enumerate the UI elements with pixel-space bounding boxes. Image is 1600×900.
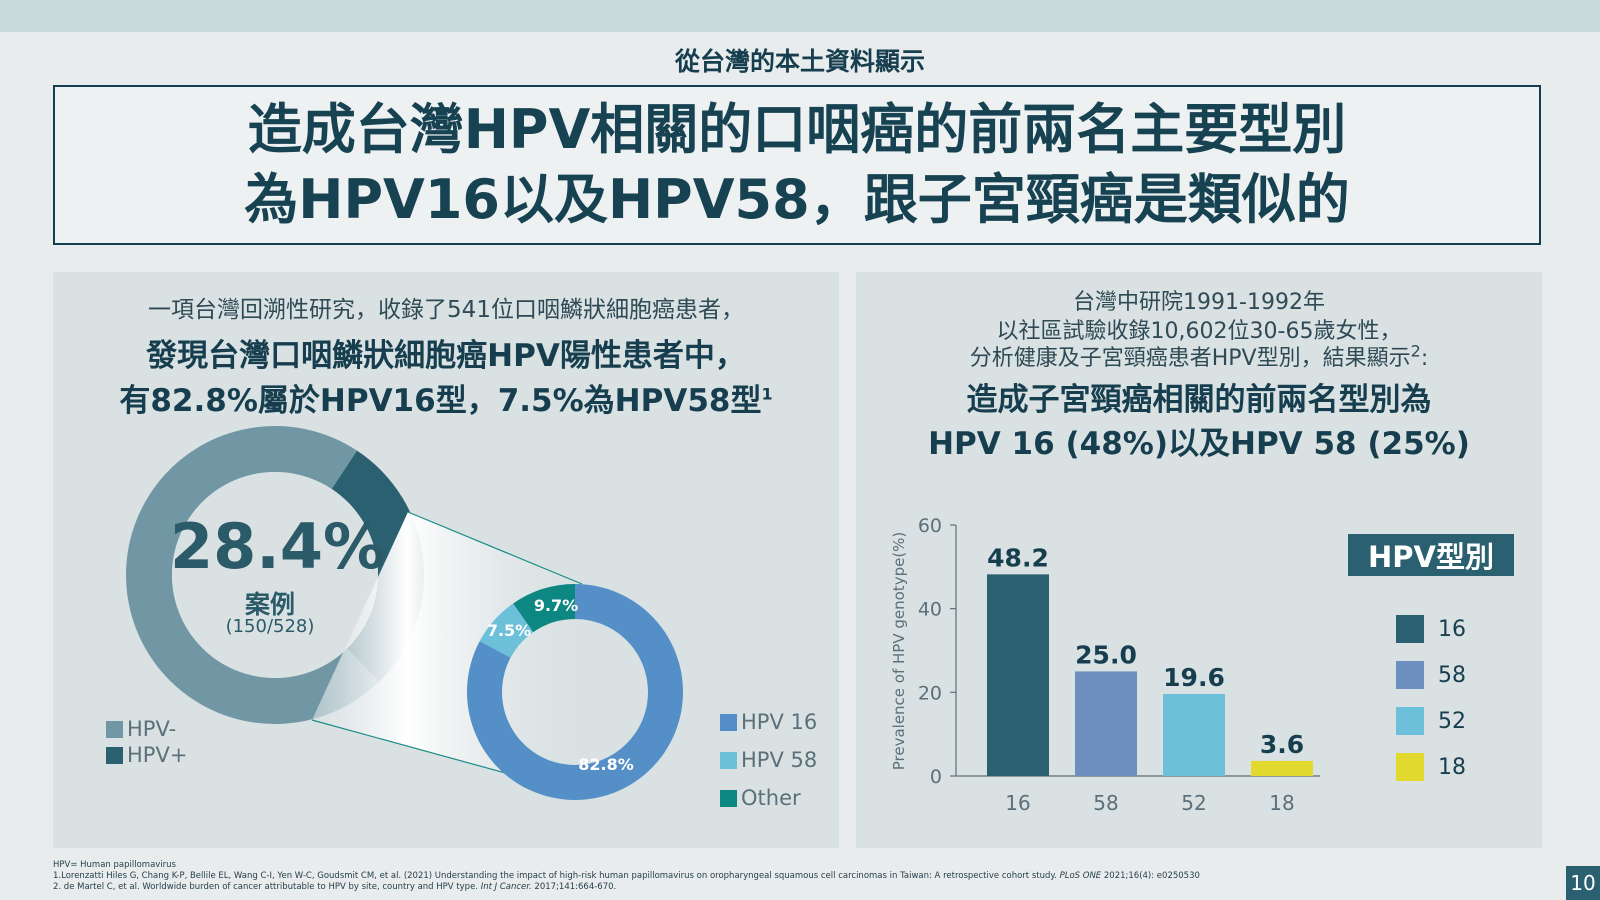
bar-legend-label: 52 xyxy=(1438,708,1466,734)
left-intro-text: 一項台灣回溯性研究，收錄了541位口咽鱗狀細胞癌患者， xyxy=(148,297,744,323)
bar-legend-label: 18 xyxy=(1438,754,1466,780)
legend-swatch-other xyxy=(720,789,737,807)
left-finding-text: 有82.8%屬於HPV16型，7.5%為HPV58型 xyxy=(119,383,762,419)
legend-item-hpv58: HPV 58 xyxy=(720,741,817,779)
legend-swatch-hpv16 xyxy=(720,713,737,731)
footnote-reference-1: 1.Lorenzatti Hiles G, Chang K-P, Bellile… xyxy=(53,871,1200,882)
hpv-prevalence-bar-chart: 0 20 40 60 Prevalence of HPV genotype(%) 48.2… xyxy=(890,515,1320,815)
page-number: 10 xyxy=(1566,866,1600,900)
hpv-status-legend: HPV- HPV+ xyxy=(106,716,187,768)
right-intro-line-2: 以社區試驗收錄10,602位30-65歲女性， xyxy=(996,319,1402,344)
hpv-type-legend-title: HPV型別 xyxy=(1348,534,1514,576)
right-intro-line-1: 台灣中研院1991-1992年 xyxy=(1073,290,1325,315)
legend-swatch-hpv-positive xyxy=(106,746,123,764)
y-tick-label: 40 xyxy=(918,599,942,621)
bar-data-label: 19.6 xyxy=(1163,663,1225,692)
y-tick-label: 0 xyxy=(930,766,942,788)
case-label: 案例 xyxy=(244,590,295,619)
legend-label-hpv16: HPV 16 xyxy=(741,710,818,734)
legend-item-hpv-positive: HPV+ xyxy=(106,742,187,768)
page-subtitle: 從台灣的本土資料顯示 xyxy=(674,47,925,76)
bar-legend-swatch xyxy=(1396,753,1424,781)
donut-slice-hpv-58 xyxy=(479,603,534,658)
case-count: (150/528) xyxy=(225,616,315,637)
bar-legend-swatch xyxy=(1396,707,1424,735)
title-box: 造成台灣HPV相關的口咽癌的前兩名主要型別 為HPV16以及HPV58，跟子宮頸… xyxy=(53,85,1541,245)
page-title-line-1: 造成台灣HPV相關的口咽癌的前兩名主要型別 xyxy=(247,98,1347,161)
right-intro-line-3: 分析健康及子宮頸癌患者HPV型別，結果顯示2: xyxy=(856,340,1542,372)
y-tick-label: 60 xyxy=(918,515,942,537)
legend-label-hpv58: HPV 58 xyxy=(741,748,818,772)
hpv-type-legend: HPV 16 HPV 58 Other xyxy=(720,703,817,817)
bar-data-label: 48.2 xyxy=(987,543,1049,572)
legend-swatch-hpv58 xyxy=(720,751,737,769)
left-finding-line-1: 發現台灣口咽鱗狀細胞癌HPV陽性患者中， xyxy=(146,338,746,374)
donut-data-label-other: 9.7% xyxy=(534,596,578,615)
bar-legend-item: 58 xyxy=(1396,652,1466,698)
bar-data-label: 3.6 xyxy=(1260,730,1304,759)
y-axis-label: Prevalence of HPV genotype(%) xyxy=(890,532,908,771)
donut-data-label-hpv-16: 82.8% xyxy=(578,755,634,774)
x-tick-label: 58 xyxy=(1093,791,1118,815)
legend-item-other: Other xyxy=(720,779,817,817)
bar-hpv18 xyxy=(1251,760,1313,776)
bar-hpv52 xyxy=(1163,694,1225,776)
donut-center xyxy=(172,472,378,678)
bar-legend-item: 16 xyxy=(1396,606,1466,652)
hpv-positive-percent: 28.4% xyxy=(170,510,386,583)
bar-chart-legend: 16 58 52 18 xyxy=(1396,606,1466,790)
bar-hpv58 xyxy=(1075,671,1137,776)
bar-legend-swatch xyxy=(1396,661,1424,689)
legend-item-hpv-negative: HPV- xyxy=(106,716,187,742)
footnotes: HPV= Human papillomavirus 1.Lorenzatti H… xyxy=(53,860,1200,893)
x-tick-label: 16 xyxy=(1005,791,1030,815)
donut-data-label-hpv-58: 7.5% xyxy=(487,621,531,640)
footnote-2-text: 2. de Martel C, et al. Worldwide burden … xyxy=(53,882,481,892)
donut-slice-hpv xyxy=(126,425,380,725)
left-finding-line-2: 有82.8%屬於HPV16型，7.5%為HPV58型1 xyxy=(53,375,839,420)
bar-legend-label: 16 xyxy=(1438,616,1466,642)
connector-line-top xyxy=(407,511,583,585)
page-title-line-2: 為HPV16以及HPV58，跟子宮頸癌是類似的 xyxy=(244,168,1350,231)
footnote-2-citation: 2017;141:664-670. xyxy=(531,882,617,892)
donut-slice-other xyxy=(513,584,575,633)
right-finding-line-2: HPV 16 (48%)以及HPV 58 (25%) xyxy=(928,426,1470,462)
footnote-2-journal: Int J Cancer. xyxy=(480,882,532,892)
right-finding-line-1: 造成子宮頸癌相關的前兩名型別為 xyxy=(966,382,1432,418)
right-intro-colon: : xyxy=(1420,346,1429,371)
zoom-connector xyxy=(312,512,582,794)
donut-slice-hpv-16 xyxy=(467,584,684,800)
bar-legend-swatch xyxy=(1396,615,1424,643)
footnote-reference-2: 2. de Martel C, et al. Worldwide burden … xyxy=(53,882,1200,893)
bar-legend-label: 58 xyxy=(1438,662,1466,688)
footnote-abbreviation: HPV= Human papillomavirus xyxy=(53,860,176,870)
legend-label-hpv-positive: HPV+ xyxy=(127,743,188,767)
footnote-1-text: 1.Lorenzatti Hiles G, Chang K-P, Bellile… xyxy=(53,871,1060,881)
legend-item-hpv16: HPV 16 xyxy=(720,703,817,741)
reference-mark-1: 1 xyxy=(761,384,773,404)
legend-label-hpv-negative: HPV- xyxy=(127,717,177,741)
y-tick-label: 20 xyxy=(918,682,942,704)
footnote-1-citation: 2021;16(4): e0250530 xyxy=(1101,871,1200,881)
reference-mark-2: 2 xyxy=(1410,341,1421,361)
bar-legend-item: 18 xyxy=(1396,744,1466,790)
footnote-1-journal: PLoS ONE xyxy=(1059,871,1102,881)
legend-swatch-hpv-negative xyxy=(106,720,123,738)
x-tick-label: 18 xyxy=(1269,791,1294,815)
legend-label-other: Other xyxy=(741,786,801,810)
bar-data-label: 25.0 xyxy=(1075,640,1137,669)
right-intro-text: 分析健康及子宮頸癌患者HPV型別，結果顯示 xyxy=(969,346,1411,371)
bar-legend-item: 52 xyxy=(1396,698,1466,744)
bar-hpv16 xyxy=(987,574,1049,776)
hpv-type-donut: 82.8% 7.5%9.7% xyxy=(467,584,684,800)
x-tick-label: 52 xyxy=(1181,791,1206,815)
top-bar xyxy=(0,0,1600,32)
